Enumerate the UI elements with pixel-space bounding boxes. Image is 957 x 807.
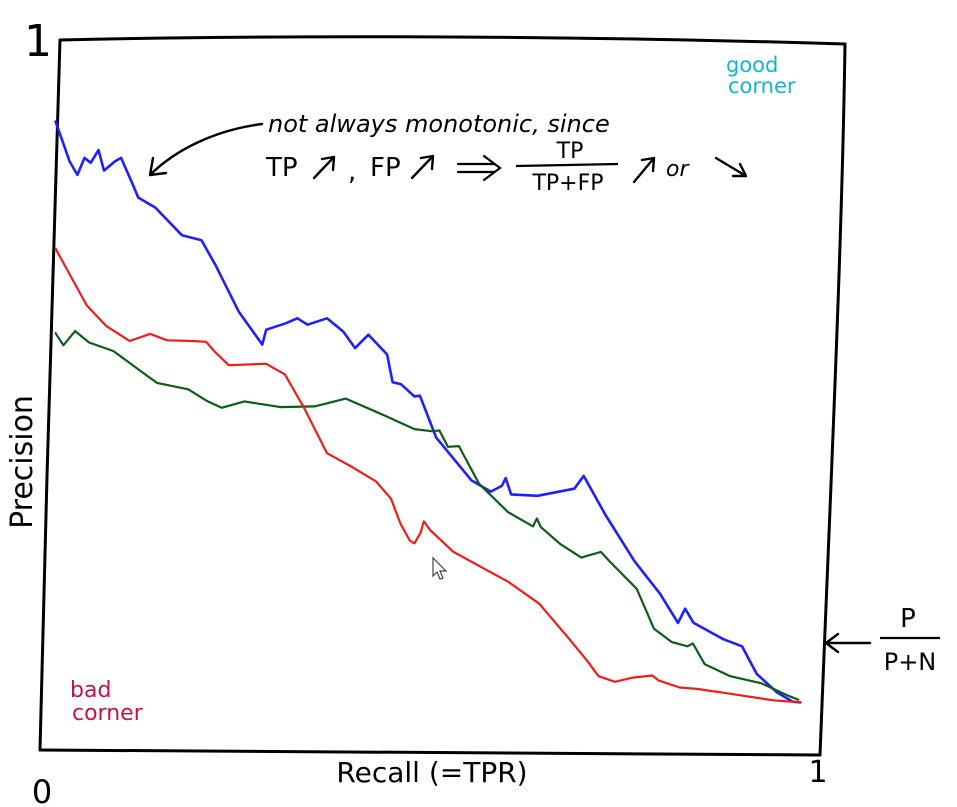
tp-up-arrow bbox=[312, 155, 336, 180]
or-label: or bbox=[666, 157, 690, 182]
series-green-line bbox=[54, 330, 800, 701]
fraction-bar bbox=[515, 162, 619, 168]
plot-frame bbox=[38, 35, 847, 757]
bad-corner-line2: corner bbox=[72, 701, 144, 726]
fraction-denominator: TP+FP bbox=[531, 171, 603, 196]
good-corner-line2: corner bbox=[728, 74, 796, 98]
baseline-numerator: P bbox=[900, 604, 916, 634]
up-arrow bbox=[632, 156, 656, 184]
implies-icon bbox=[456, 154, 502, 182]
tp-label: TP bbox=[265, 153, 298, 183]
y-tick-1: 1 bbox=[24, 16, 52, 67]
series-layer bbox=[54, 120, 802, 704]
fp-label: FP bbox=[370, 153, 401, 183]
frame-right bbox=[818, 42, 847, 757]
series-blue-line bbox=[54, 120, 802, 704]
frame-top bbox=[58, 35, 847, 46]
good-corner-line1: good bbox=[726, 53, 778, 77]
x-axis bbox=[38, 748, 822, 757]
cursor-icon bbox=[432, 556, 448, 580]
x-tick-0: 0 bbox=[32, 773, 52, 807]
baseline-denominator: P+N bbox=[884, 648, 937, 676]
series-red-line bbox=[54, 247, 802, 704]
x-tick-1: 1 bbox=[808, 755, 827, 790]
monotonic-note-arrow bbox=[148, 122, 264, 177]
monotonic-note-line1: not always monotonic, since bbox=[268, 110, 610, 138]
bad-corner-line1: bad bbox=[70, 678, 111, 703]
frame-left bbox=[38, 38, 62, 752]
y-axis-label: Precision bbox=[5, 395, 40, 529]
fraction-numerator: TP bbox=[556, 139, 584, 164]
baseline-arrow bbox=[824, 632, 872, 654]
comma: , bbox=[348, 157, 356, 187]
down-arrow bbox=[714, 156, 748, 178]
x-axis-label: Recall (=TPR) bbox=[336, 756, 527, 789]
fp-up-arrow bbox=[410, 154, 435, 180]
